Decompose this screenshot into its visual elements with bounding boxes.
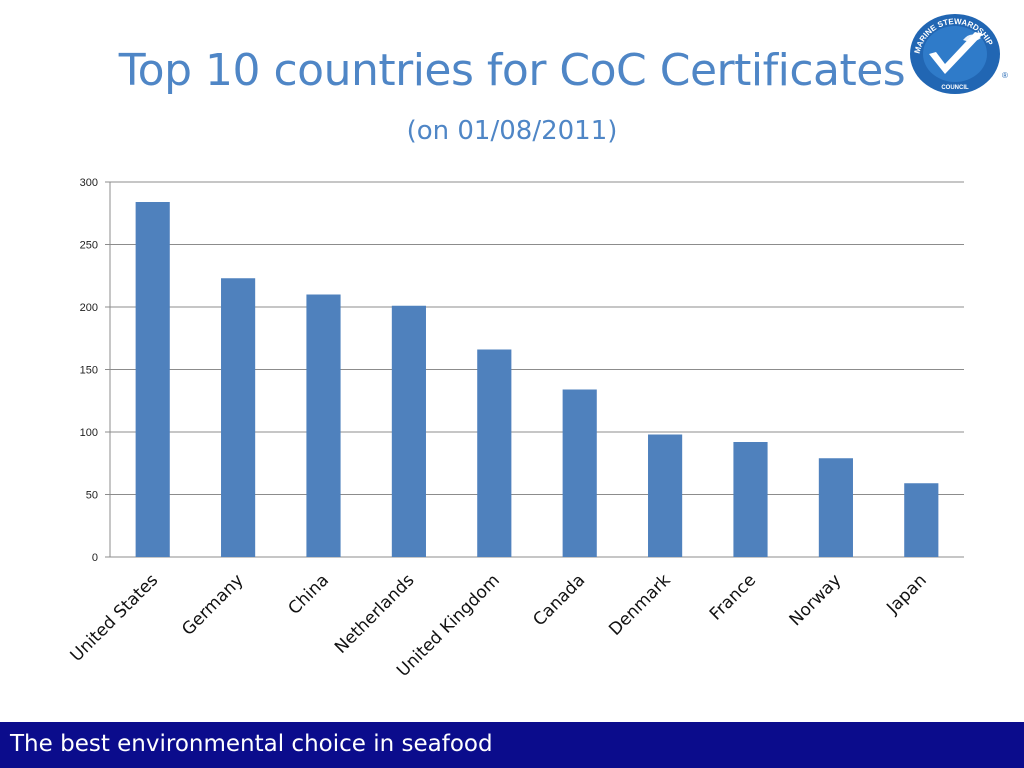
bar [391, 305, 426, 557]
bar [818, 458, 853, 557]
bar-chart: 0 50 100 150 200 250 300 United States Germany C… [67, 177, 964, 681]
bar [904, 483, 939, 557]
logo-bottom-text: COUNCIL [941, 85, 969, 91]
y-tick-label: 200 [80, 302, 98, 314]
bar [221, 278, 256, 557]
x-tick-label: France [706, 570, 760, 624]
y-tick-label: 0 [92, 552, 98, 564]
footer-bar: The best environmental choice in seafood [0, 722, 1024, 768]
bar [306, 294, 341, 557]
x-axis-labels: United States Germany ChinaNetherlandsUnit… [67, 570, 931, 681]
y-axis: 0 50 100 150 200 250 300 [80, 177, 111, 564]
x-tick-label: Denmark [605, 570, 675, 640]
x-tick-label: Canada [529, 570, 589, 630]
bar [135, 202, 170, 557]
x-tick-label: Netherlands [331, 570, 419, 658]
x-tick-label: Japan [882, 570, 930, 618]
x-tick-label: Norway [786, 570, 846, 630]
footer-tagline: The best environmental choice in seafood [10, 731, 493, 757]
x-tick-label: United States [67, 570, 163, 666]
x-tick-label: Germany [178, 570, 247, 639]
y-tick-label: 50 [86, 490, 98, 502]
y-tick-label: 300 [80, 177, 98, 189]
slide-title: Top 10 countries for CoC Certificates [118, 45, 906, 96]
bar [648, 434, 683, 557]
bar [562, 389, 597, 557]
y-tick-label: 250 [80, 240, 98, 252]
x-tick-label: China [285, 570, 333, 618]
y-tick-label: 150 [80, 365, 98, 377]
bar [477, 349, 512, 557]
y-tick-label: 100 [80, 427, 98, 439]
bar [733, 442, 768, 557]
slide-subtitle: (on 01/08/2011) [406, 116, 618, 146]
chart-bars [135, 202, 939, 557]
logo-registered-mark: ® [1002, 71, 1008, 80]
msc-logo-icon: MARINE STEWARDSHIP COUNCIL ® [910, 14, 1008, 94]
